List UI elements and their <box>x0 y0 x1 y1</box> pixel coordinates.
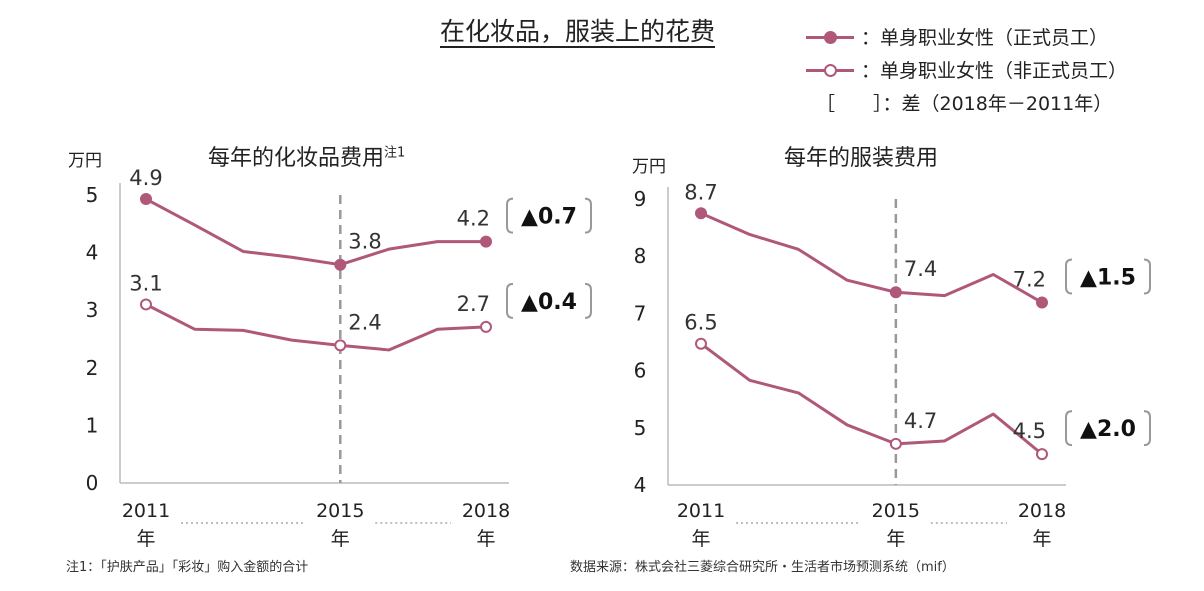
x-tick-label: 2018 <box>1018 500 1066 522</box>
data-point <box>889 286 902 299</box>
x-tick-label: 2011 <box>677 500 725 522</box>
y-tick-label: 6 <box>634 359 647 383</box>
y-tick-label: 2 <box>86 356 99 380</box>
data-label: 4.9 <box>129 166 162 190</box>
diff-bracket-left <box>506 282 514 319</box>
data-label: 4.5 <box>1013 419 1046 443</box>
x-tick-unit: 年 <box>1032 528 1051 550</box>
chart-title-cosmetics: 每年的化妆品费用注1 <box>208 145 406 171</box>
series-line-1 <box>700 342 1043 456</box>
y-tick-label: 5 <box>634 416 647 440</box>
x-tick-unit: 年 <box>136 528 155 550</box>
data-point <box>695 207 707 220</box>
data-point <box>1036 296 1048 309</box>
data-label: 3.1 <box>129 271 162 295</box>
diff-label: ▲0.7 <box>521 205 577 230</box>
diff-bracket-right <box>584 197 592 234</box>
diff-bracket-left <box>506 197 514 234</box>
diff-label: ▲0.4 <box>521 290 577 315</box>
main-title: 在化妆品，服装上的花费 <box>440 17 716 46</box>
chart-title-note: 注1 <box>384 145 406 161</box>
legend-marker-open <box>824 64 837 77</box>
y-axis-label: 万円 <box>632 157 666 177</box>
footnote-cosmetics: 注1：「护肤产品」「彩妆」购入金额的合计 <box>66 560 309 575</box>
data-label: 6.5 <box>684 311 717 335</box>
data-label: 2.4 <box>348 310 381 334</box>
x-tick-unit: 年 <box>886 528 905 550</box>
series-line-0 <box>700 211 1043 304</box>
chart-title-clothing: 每年的服装费用 <box>784 146 939 171</box>
x-tick-unit: 年 <box>476 528 495 550</box>
legend-label-fulltime: 单身职业女性（正式员工） <box>880 27 1109 49</box>
data-point <box>334 258 347 271</box>
diff-bracket-left <box>1065 410 1073 447</box>
data-point <box>1036 448 1048 461</box>
diff-label: ▲1.5 <box>1080 266 1136 291</box>
data-point <box>480 235 492 248</box>
diff-bracket-right <box>584 282 592 319</box>
y-tick-label: 3 <box>86 298 99 322</box>
series-line-1 <box>145 303 487 352</box>
legend-colon: ： <box>861 60 881 82</box>
chart-clothing: 万円 4 5 6 7 8 9 2011 年 2015 年 2018 年 8.7 7.4 7.2 6.5 4.7 4.… <box>632 157 1151 550</box>
series-line-0 <box>145 197 486 267</box>
data-point <box>140 193 152 206</box>
legend-label-nonfulltime: 单身职业女性（非正式员工） <box>880 60 1128 82</box>
y-tick-label: 8 <box>634 244 647 268</box>
data-label: 7.4 <box>904 257 937 281</box>
x-tick-unit: 年 <box>331 528 350 550</box>
y-tick-label: 0 <box>86 471 99 495</box>
data-label: 4.7 <box>904 409 937 433</box>
legend-marker-filled <box>824 31 837 44</box>
diff-bracket-right <box>1143 258 1151 295</box>
x-tick-unit: 年 <box>691 528 710 550</box>
chart-cosmetics: 万円 0 1 2 3 4 5 2011 年 2015 年 2018 年 4.9 3.8 4.2 3.1 2.4 2.… <box>68 151 592 550</box>
x-tick-label: 2015 <box>316 500 364 522</box>
y-tick-label: 4 <box>634 473 647 497</box>
x-tick-label: 2015 <box>872 500 920 522</box>
data-label: 4.2 <box>457 207 490 231</box>
y-tick-label: 7 <box>634 301 647 325</box>
x-tick-label: 2011 <box>122 500 170 522</box>
y-tick-label: 4 <box>86 241 99 265</box>
x-tick-label: 2018 <box>462 500 510 522</box>
data-point <box>889 437 902 450</box>
data-point <box>695 337 707 350</box>
y-tick-label: 5 <box>86 183 99 207</box>
data-point <box>140 298 152 311</box>
y-axis-label: 万円 <box>68 151 102 171</box>
y-tick-label: 9 <box>634 187 647 211</box>
data-label: 2.7 <box>457 292 490 316</box>
data-label: 7.2 <box>1013 268 1046 292</box>
legend-colon: ： <box>861 27 881 49</box>
diff-bracket-left <box>1065 258 1073 295</box>
diff-bracket-right <box>1143 410 1151 447</box>
footnote-source: 数据来源：株式会社三菱综合研究所・生活者市场预测系统（mif） <box>570 560 955 575</box>
data-point <box>480 320 492 333</box>
data-label: 3.8 <box>348 230 381 254</box>
data-point <box>334 339 347 352</box>
diff-label: ▲2.0 <box>1080 417 1136 442</box>
data-label: 8.7 <box>684 180 717 204</box>
y-tick-label: 1 <box>86 413 99 437</box>
legend-label-diff: ［ ］：差（2018年－2011年） <box>816 93 1113 115</box>
